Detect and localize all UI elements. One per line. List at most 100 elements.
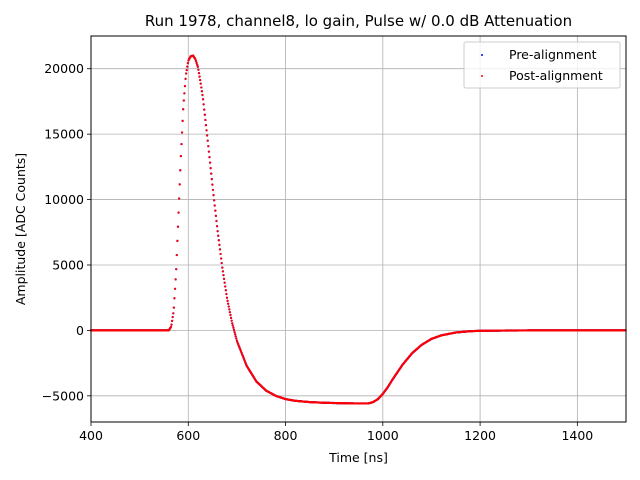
data-point (182, 108, 185, 111)
data-point (210, 178, 213, 181)
data-point (185, 68, 188, 72)
data-point (169, 325, 173, 329)
data-point (213, 199, 216, 202)
y-tick-label: 10000 (44, 192, 84, 207)
y-tick-label: 0 (76, 323, 84, 338)
y-tick-label: 5000 (52, 257, 84, 272)
data-point (223, 281, 226, 284)
data-point (217, 239, 220, 242)
data-point (181, 119, 184, 122)
data-point (196, 65, 199, 68)
x-tick-label: 1400 (561, 428, 593, 443)
data-point (211, 183, 214, 186)
data-point (179, 155, 182, 158)
data-point (204, 118, 207, 122)
data-point (231, 324, 234, 327)
data-point (213, 204, 216, 207)
data-point (203, 108, 206, 111)
x-tick-label: 800 (274, 428, 298, 443)
data-point (175, 268, 178, 271)
data-point (210, 172, 213, 175)
y-tick-label: 15000 (44, 127, 84, 142)
data-point (175, 253, 178, 257)
legend: Pre-alignment Post-alignment (463, 41, 621, 89)
series-pre-alignment (89, 54, 627, 405)
legend-label-post-alignment: Post-alignment (509, 68, 603, 83)
ticks: 400 600 800 1000 1200 1400 −5000 0 5000 10000 1500… (42, 61, 594, 443)
data-point (233, 330, 236, 334)
data-point (208, 161, 212, 164)
y-axis-label: Amplitude [ADC Counts] (13, 153, 28, 305)
data-point (174, 278, 177, 281)
data-point (220, 257, 223, 260)
data-point (207, 145, 210, 148)
data-point (226, 299, 229, 302)
data-point (227, 302, 230, 305)
data-point (200, 86, 203, 89)
data-point (178, 183, 181, 186)
data-point (194, 58, 197, 61)
data-point (222, 277, 226, 281)
data-point (173, 287, 177, 290)
data-point (224, 289, 227, 292)
data-point (198, 75, 201, 78)
data-point (229, 316, 233, 319)
x-tick-label: 1000 (367, 428, 399, 443)
data-point (199, 78, 202, 82)
legend-marker-post-alignment (481, 75, 483, 77)
data-point (212, 194, 215, 197)
data-point (235, 337, 238, 340)
data-point (177, 211, 180, 214)
data-point (207, 150, 210, 153)
data-point (186, 62, 189, 65)
data-point (172, 312, 175, 315)
data-point (231, 322, 234, 325)
data-point (199, 82, 202, 85)
data-point (195, 61, 198, 65)
plot-area (89, 54, 627, 405)
data-point (203, 113, 206, 116)
data-point (218, 243, 221, 246)
data-point (220, 261, 223, 265)
data-point (185, 72, 188, 75)
data-point (194, 60, 198, 63)
data-point (214, 214, 217, 217)
data-point (221, 270, 224, 273)
legend-box (463, 41, 621, 89)
data-point (170, 323, 173, 326)
data-point (234, 335, 237, 338)
data-point (214, 209, 217, 212)
data-point (206, 134, 209, 137)
data-point (186, 65, 189, 68)
legend-label-pre-alignment: Pre-alignment (509, 47, 597, 62)
data-point (221, 266, 224, 269)
data-point (197, 68, 200, 71)
data-point (172, 306, 175, 309)
data-point (184, 77, 187, 80)
data-point (228, 308, 231, 311)
y-tick-label: −5000 (42, 388, 84, 403)
data-point (224, 285, 227, 288)
data-point (204, 124, 208, 127)
data-point (232, 328, 236, 331)
series-post-alignment (89, 54, 627, 405)
data-point (228, 311, 232, 314)
legend-marker-pre-alignment (481, 54, 483, 56)
data-point (208, 156, 211, 159)
data-point (180, 142, 183, 146)
x-tick-label: 400 (79, 428, 103, 443)
data-point (201, 98, 205, 101)
data-point (183, 84, 187, 88)
data-point (205, 129, 208, 132)
data-point (229, 313, 232, 317)
data-point (225, 296, 229, 299)
axes-frame (90, 35, 627, 423)
data-point (215, 219, 218, 223)
data-point (218, 248, 222, 251)
data-point (227, 305, 230, 308)
data-point (232, 326, 235, 329)
data-point (171, 319, 174, 322)
data-point (206, 139, 209, 142)
data-point (179, 169, 182, 172)
